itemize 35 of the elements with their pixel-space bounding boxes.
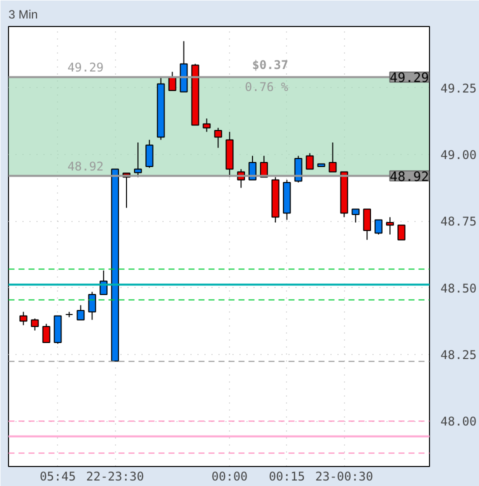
x-tick-label: 23-00:30 [315, 470, 374, 484]
chart-title: 3 Min [8, 8, 38, 22]
candlestick [363, 208, 372, 240]
y-tick-label: 49.00 [440, 148, 477, 162]
x-tick-label: 00:00 [212, 470, 248, 484]
candlestick [202, 118, 211, 132]
y-tick-label: 48.75 [440, 214, 477, 229]
x-tick-label: 22-23:30 [86, 470, 144, 484]
ref-line-label: 49.29 [390, 71, 429, 86]
candlestick [30, 318, 39, 331]
candlestick [214, 127, 222, 148]
candlestick [374, 219, 382, 235]
annotation: 48.92 [67, 159, 104, 174]
annotation: 0.76 % [244, 80, 290, 94]
x-tick-label: 05:45 [40, 470, 76, 484]
candlestick [352, 208, 360, 223]
candlestick [145, 139, 154, 168]
candlestick [76, 304, 85, 320]
candlestick [88, 291, 96, 320]
ref-line-label: 48.92 [390, 170, 429, 185]
y-tick-label: 48.00 [440, 414, 477, 429]
y-tick-label: 48.25 [440, 348, 477, 362]
candlestick [134, 142, 142, 178]
candlestick [19, 311, 28, 326]
candlestick [168, 71, 176, 91]
y-tick-label: 49.25 [440, 81, 477, 96]
annotation: $0.37 [252, 58, 288, 72]
annotation: 49.29 [67, 60, 104, 75]
candlestick [328, 142, 337, 172]
candlestick [386, 216, 394, 235]
x-tick-label: 00:15 [268, 470, 305, 484]
candlestick [42, 323, 50, 343]
candlestick [397, 224, 406, 240]
candlestick [306, 152, 314, 170]
y-tick-label: 48.50 [440, 281, 477, 296]
